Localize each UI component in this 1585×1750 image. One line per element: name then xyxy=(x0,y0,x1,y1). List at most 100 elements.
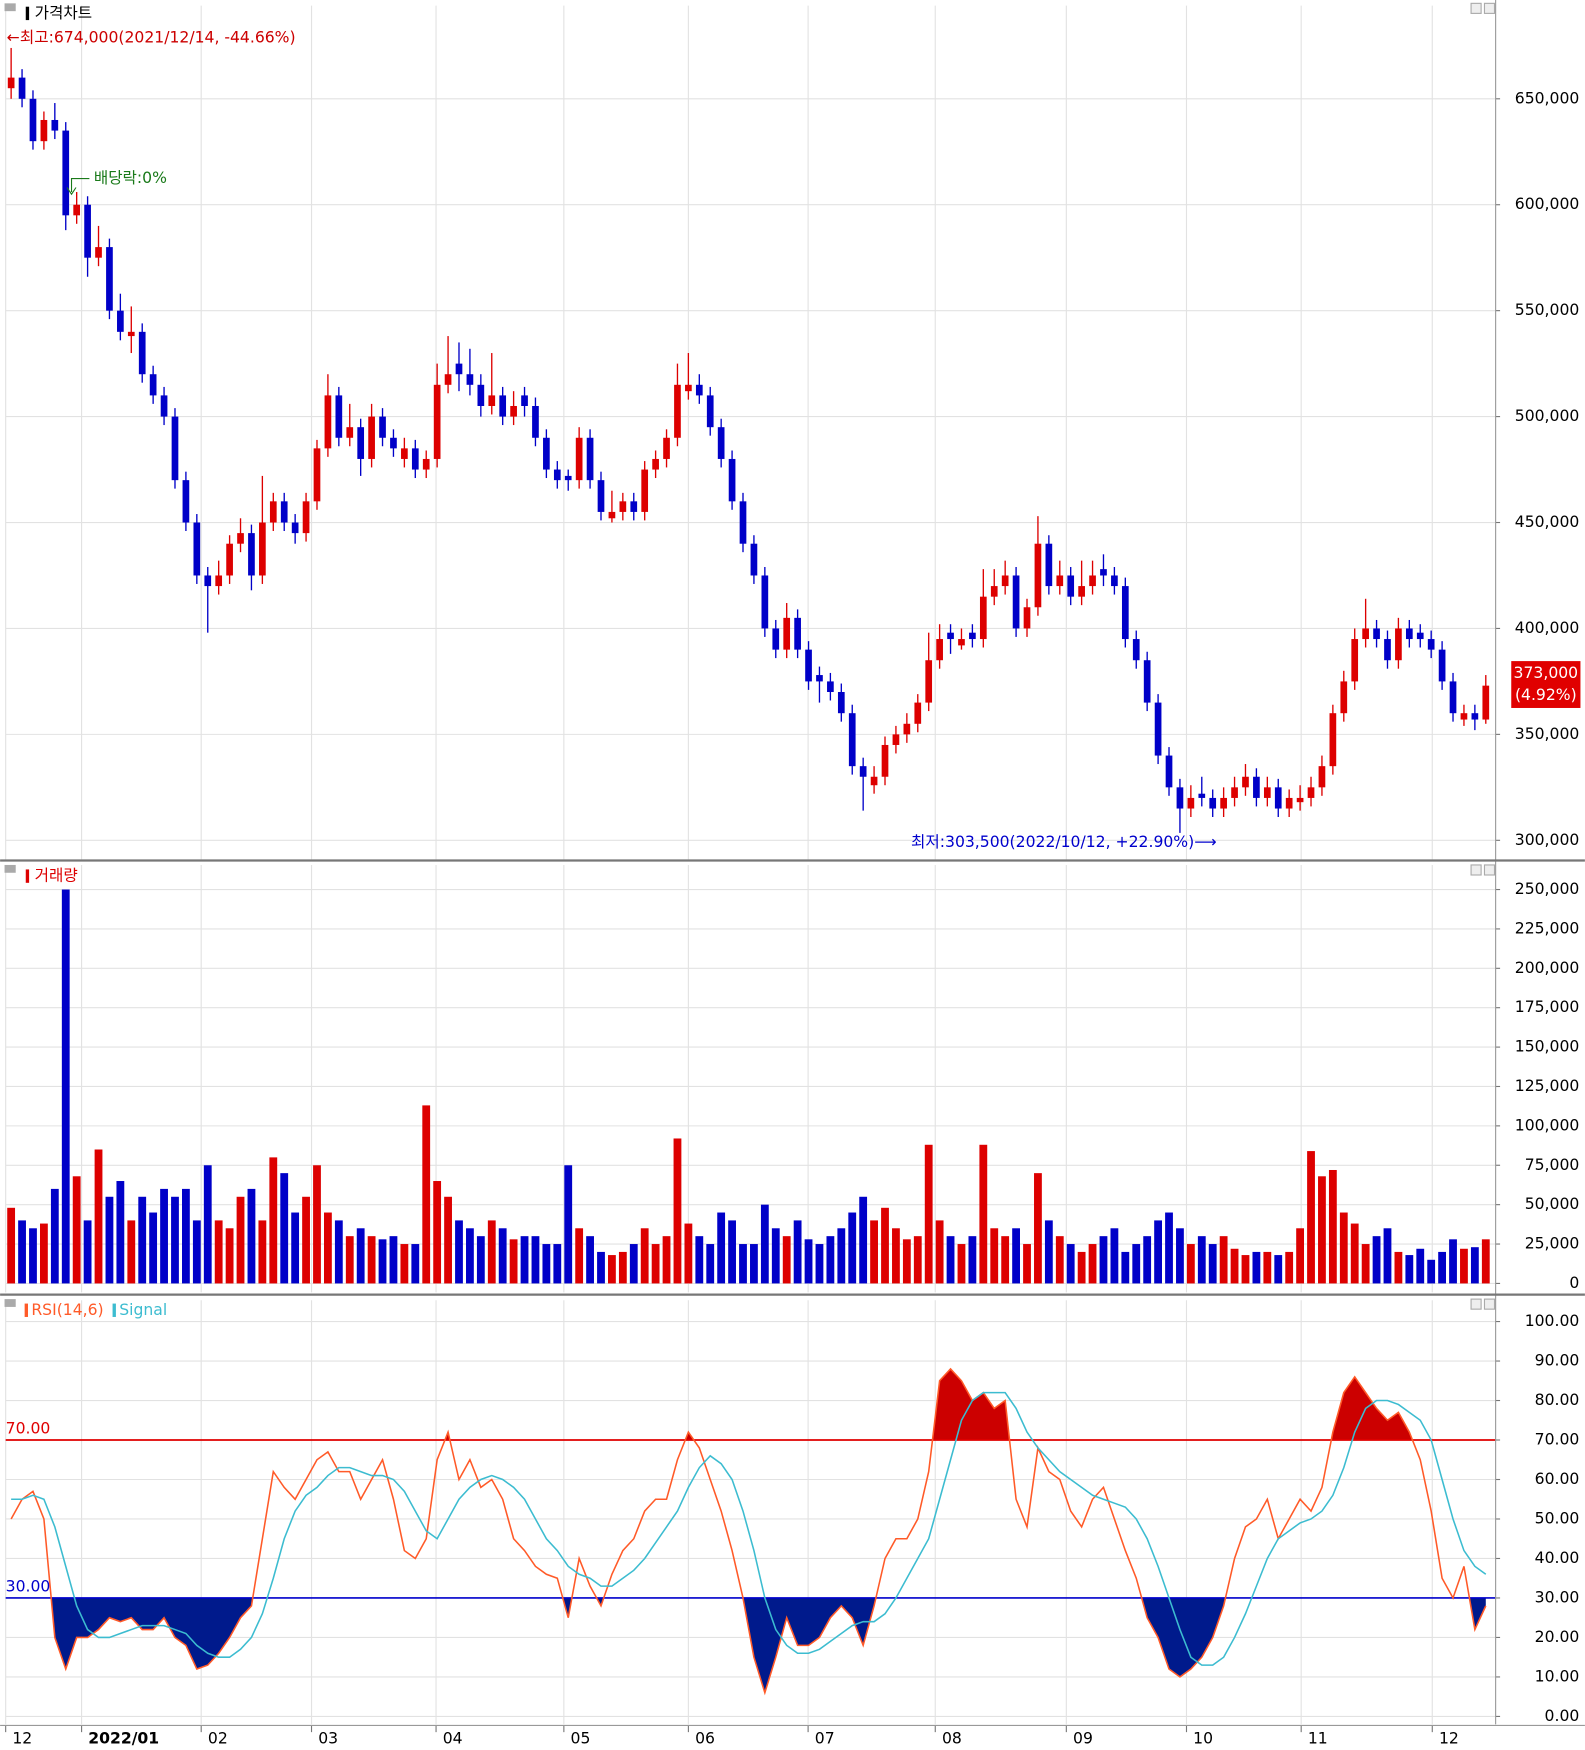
volume-bar xyxy=(815,1244,824,1284)
volume-bar xyxy=(192,1220,201,1284)
volume-bar xyxy=(1394,1251,1403,1284)
candle-body xyxy=(1012,575,1020,629)
level-label: 70.00 xyxy=(6,1419,51,1437)
candle-body xyxy=(969,632,976,640)
volume-bar xyxy=(1219,1236,1228,1284)
volume-bar xyxy=(160,1188,168,1284)
volume-bar xyxy=(236,1196,245,1284)
panel-icon xyxy=(4,1299,16,1307)
candle-body xyxy=(794,617,801,650)
volume-bar xyxy=(1121,1251,1130,1284)
volume-bar xyxy=(214,1220,223,1284)
candle-body xyxy=(1001,575,1009,587)
candle-body xyxy=(313,448,321,502)
volume-bar xyxy=(1023,1244,1031,1284)
volume-bar xyxy=(171,1196,179,1284)
y-tick-label: 125,000 xyxy=(1515,1077,1580,1095)
candle-body xyxy=(870,776,878,786)
candle-body xyxy=(739,501,747,544)
volume-bar xyxy=(334,1220,343,1284)
volume-bar xyxy=(1176,1228,1184,1284)
candle-body xyxy=(215,575,223,587)
volume-bar xyxy=(717,1212,726,1284)
close-button[interactable] xyxy=(1483,2,1496,14)
volume-bar xyxy=(39,1223,48,1284)
volume-bar xyxy=(487,1220,496,1284)
volume-bar xyxy=(1339,1212,1348,1284)
candle-body xyxy=(1307,787,1315,798)
volume-bar xyxy=(1318,1176,1326,1284)
minimize-button[interactable] xyxy=(1470,2,1482,14)
volume-bar xyxy=(203,1165,212,1284)
volume-bar xyxy=(837,1228,846,1284)
candle-body xyxy=(237,533,244,544)
panel-title: 거래량 xyxy=(35,867,78,885)
candle-body xyxy=(892,734,900,745)
close-button[interactable] xyxy=(1483,1298,1496,1310)
volume-bar xyxy=(149,1212,158,1284)
volume-bar xyxy=(1143,1236,1152,1284)
candle-body xyxy=(259,522,266,576)
candle-body xyxy=(84,204,91,258)
candle-body xyxy=(1384,639,1391,661)
candle-body xyxy=(1198,793,1206,798)
volume-bar xyxy=(1328,1169,1337,1284)
candle-body xyxy=(608,511,616,519)
y-tick-label: 500,000 xyxy=(1515,407,1580,425)
volume-bar xyxy=(1416,1248,1425,1284)
volume-bar xyxy=(1481,1239,1490,1284)
volume-bar xyxy=(422,1105,431,1284)
candle-body xyxy=(848,713,856,767)
candle-body xyxy=(149,374,157,396)
x-tick-label: 09 xyxy=(1073,1729,1093,1747)
y-tick-label: 80.00 xyxy=(1535,1391,1580,1409)
volume-bar xyxy=(531,1236,540,1284)
panel-icon xyxy=(4,3,16,12)
minimize-button[interactable] xyxy=(1470,864,1482,876)
y-tick-label: 175,000 xyxy=(1515,998,1580,1016)
volume-bar xyxy=(881,1207,889,1284)
candle-body xyxy=(248,533,255,576)
candle-body xyxy=(1034,543,1042,608)
volume-bar xyxy=(902,1239,911,1284)
volume-bar xyxy=(83,1220,92,1284)
volume-bar xyxy=(1077,1251,1086,1284)
candle-body xyxy=(543,437,550,470)
volume-bar xyxy=(1110,1228,1119,1284)
candle-body xyxy=(106,247,113,311)
last-change: (4.92%) xyxy=(1515,686,1577,704)
volume-bar xyxy=(1460,1248,1468,1284)
y-tick-label: 100,000 xyxy=(1515,1116,1580,1134)
volume-bar xyxy=(575,1228,584,1284)
volume-bar xyxy=(138,1196,147,1284)
y-tick-label: 50.00 xyxy=(1535,1509,1580,1527)
y-tick-label: 90.00 xyxy=(1535,1352,1580,1370)
candle-body xyxy=(1023,607,1031,629)
volume-bar xyxy=(433,1181,442,1284)
legend-swatch xyxy=(25,869,30,883)
candle-body xyxy=(816,675,823,682)
volume-bar xyxy=(345,1236,354,1284)
low-annotation: 최저:303,500(2022/10/12, +22.90%)⟶ xyxy=(911,833,1217,851)
minimize-button[interactable] xyxy=(1470,1298,1482,1310)
volume-bar xyxy=(1154,1220,1162,1284)
candle-body xyxy=(1285,797,1293,809)
volume-bar xyxy=(466,1228,474,1284)
y-tick-label: 300,000 xyxy=(1515,831,1580,849)
indicator-line xyxy=(10,1367,1487,1696)
volume-bar xyxy=(378,1239,387,1284)
x-tick-label: 02 xyxy=(208,1729,228,1747)
candle-body xyxy=(805,649,812,682)
candle-body xyxy=(728,458,736,502)
y-tick-label: 350,000 xyxy=(1515,725,1580,743)
candle-body xyxy=(29,98,37,142)
volume-bar xyxy=(313,1165,321,1284)
candle-body xyxy=(280,501,288,523)
volume-bar xyxy=(1449,1239,1457,1284)
close-button[interactable] xyxy=(1483,864,1496,876)
candle-body xyxy=(1416,632,1424,640)
x-tick-label: 07 xyxy=(815,1729,835,1747)
candle-body xyxy=(1395,628,1402,661)
volume-bar xyxy=(608,1255,616,1284)
